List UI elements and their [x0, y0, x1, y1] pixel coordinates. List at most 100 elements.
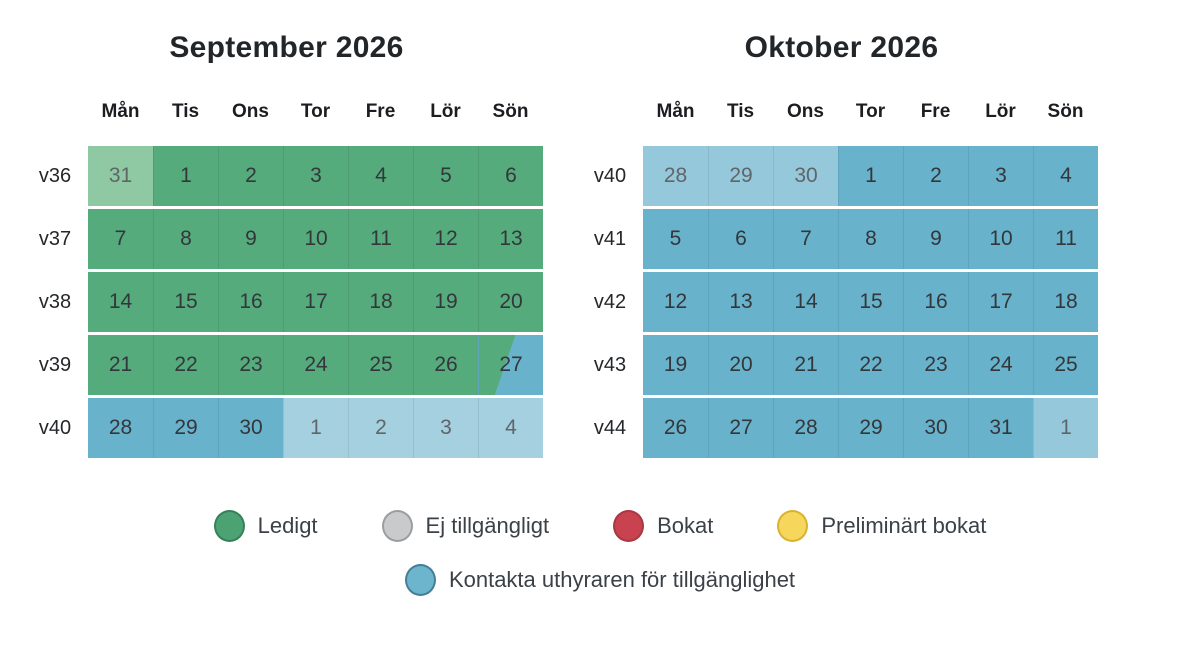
day-number: 3: [440, 416, 452, 439]
day-cell[interactable]: 28: [88, 398, 153, 458]
day-cell[interactable]: 6: [708, 209, 773, 269]
day-cell[interactable]: 25: [348, 335, 413, 395]
week-number-label: v43: [593, 353, 627, 376]
day-cell[interactable]: 15: [838, 272, 903, 332]
day-cell[interactable]: 13: [478, 209, 543, 269]
day-cell[interactable]: 12: [413, 209, 478, 269]
day-cell[interactable]: 3: [283, 146, 348, 206]
day-cell[interactable]: 9: [218, 209, 283, 269]
day-cell[interactable]: 4: [348, 146, 413, 206]
day-cell[interactable]: 2: [903, 146, 968, 206]
day-number: 28: [663, 164, 688, 187]
day-cell[interactable]: 17: [968, 272, 1033, 332]
day-cell[interactable]: 18: [1033, 272, 1098, 332]
week-row: v42 12 13 14 15 16 17 18: [585, 272, 1098, 332]
weekday-header: Ons: [787, 101, 824, 122]
day-cell[interactable]: 18: [348, 272, 413, 332]
calendar-grid: v36 31 1 2 3 4 5 6 v37 7 8 9 10 11 12 13 v38 14 15 16 17 18 19…: [30, 146, 543, 458]
day-cell[interactable]: 7: [88, 209, 153, 269]
week-number-label: v36: [38, 164, 72, 187]
day-number: 1: [310, 416, 322, 439]
day-cell[interactable]: 24: [968, 335, 1033, 395]
week-row: v40 28 29 30 1 2 3 4: [30, 398, 543, 458]
day-cell[interactable]: 6: [478, 146, 543, 206]
day-cell[interactable]: 4: [1033, 146, 1098, 206]
day-cell[interactable]: 31: [88, 146, 153, 206]
day-cell[interactable]: 14: [773, 272, 838, 332]
day-cell[interactable]: 22: [153, 335, 218, 395]
day-cell[interactable]: 8: [153, 209, 218, 269]
day-cell[interactable]: 28: [643, 146, 708, 206]
week-row: v40 28 29 30 1 2 3 4: [585, 146, 1098, 206]
day-cell[interactable]: 1: [1033, 398, 1098, 458]
calendar-october: Oktober 2026 Mån Tis Ons Tor Fre Lör Sön v40 28 29…: [585, 26, 1098, 461]
day-cell[interactable]: 11: [1033, 209, 1098, 269]
day-cell[interactable]: 2: [348, 398, 413, 458]
day-number: 12: [663, 290, 688, 313]
day-cell[interactable]: 19: [643, 335, 708, 395]
day-cell[interactable]: 16: [218, 272, 283, 332]
day-cell[interactable]: 29: [153, 398, 218, 458]
day-cell[interactable]: 21: [88, 335, 153, 395]
day-cell[interactable]: 31: [968, 398, 1033, 458]
day-cell[interactable]: 11: [348, 209, 413, 269]
day-cell[interactable]: 20: [708, 335, 773, 395]
day-cell[interactable]: 7: [773, 209, 838, 269]
day-cell[interactable]: 29: [708, 146, 773, 206]
day-cell[interactable]: 13: [708, 272, 773, 332]
day-cell[interactable]: 15: [153, 272, 218, 332]
day-cell[interactable]: 23: [903, 335, 968, 395]
day-cell[interactable]: 9: [903, 209, 968, 269]
day-number: 7: [800, 227, 812, 250]
legend-item-booked: Bokat: [613, 510, 713, 542]
day-number: 18: [369, 290, 393, 313]
day-cell[interactable]: 25: [1033, 335, 1098, 395]
day-cell[interactable]: 3: [968, 146, 1033, 206]
day-number: 21: [794, 353, 818, 376]
day-cell[interactable]: 4: [478, 398, 543, 458]
day-cell[interactable]: 26: [643, 398, 708, 458]
day-cell[interactable]: 21: [773, 335, 838, 395]
day-cell[interactable]: 1: [153, 146, 218, 206]
day-number: 4: [505, 416, 517, 439]
day-number: 16: [924, 290, 948, 313]
day-number: 3: [995, 164, 1007, 187]
day-number: 17: [304, 290, 328, 313]
day-number: 19: [663, 353, 688, 376]
day-cell[interactable]: 8: [838, 209, 903, 269]
day-number: 2: [930, 164, 942, 187]
day-cell[interactable]: 23: [218, 335, 283, 395]
day-cell[interactable]: 1: [283, 398, 348, 458]
day-cell[interactable]: 30: [773, 146, 838, 206]
day-number: 27: [499, 353, 523, 376]
day-cell[interactable]: 24: [283, 335, 348, 395]
day-number: 12: [434, 227, 458, 250]
day-cell[interactable]: 5: [643, 209, 708, 269]
day-cell[interactable]: 20: [478, 272, 543, 332]
day-cell[interactable]: 1: [838, 146, 903, 206]
legend-contact-owner-dot-icon: [404, 564, 436, 596]
day-cell[interactable]: 27: [478, 335, 543, 395]
day-cell[interactable]: 27: [708, 398, 773, 458]
weekday-header-row: Mån Tis Ons Tor Fre Lör Sön: [30, 99, 543, 125]
day-cell[interactable]: 5: [413, 146, 478, 206]
day-cell[interactable]: 30: [218, 398, 283, 458]
day-cell[interactable]: 28: [773, 398, 838, 458]
day-cell[interactable]: 2: [218, 146, 283, 206]
day-cell[interactable]: 14: [88, 272, 153, 332]
day-cell[interactable]: 30: [903, 398, 968, 458]
day-cell[interactable]: 12: [643, 272, 708, 332]
day-cell[interactable]: 22: [838, 335, 903, 395]
legend-label: Ej tillgängligt: [425, 513, 550, 538]
day-cell[interactable]: 3: [413, 398, 478, 458]
day-cell[interactable]: 10: [283, 209, 348, 269]
day-cell[interactable]: 17: [283, 272, 348, 332]
day-cell[interactable]: 16: [903, 272, 968, 332]
day-number: 15: [859, 290, 883, 313]
day-cell[interactable]: 29: [838, 398, 903, 458]
day-cell[interactable]: 19: [413, 272, 478, 332]
day-number: 30: [239, 416, 263, 439]
day-number: 9: [930, 227, 942, 250]
day-cell[interactable]: 26: [413, 335, 478, 395]
day-cell[interactable]: 10: [968, 209, 1033, 269]
